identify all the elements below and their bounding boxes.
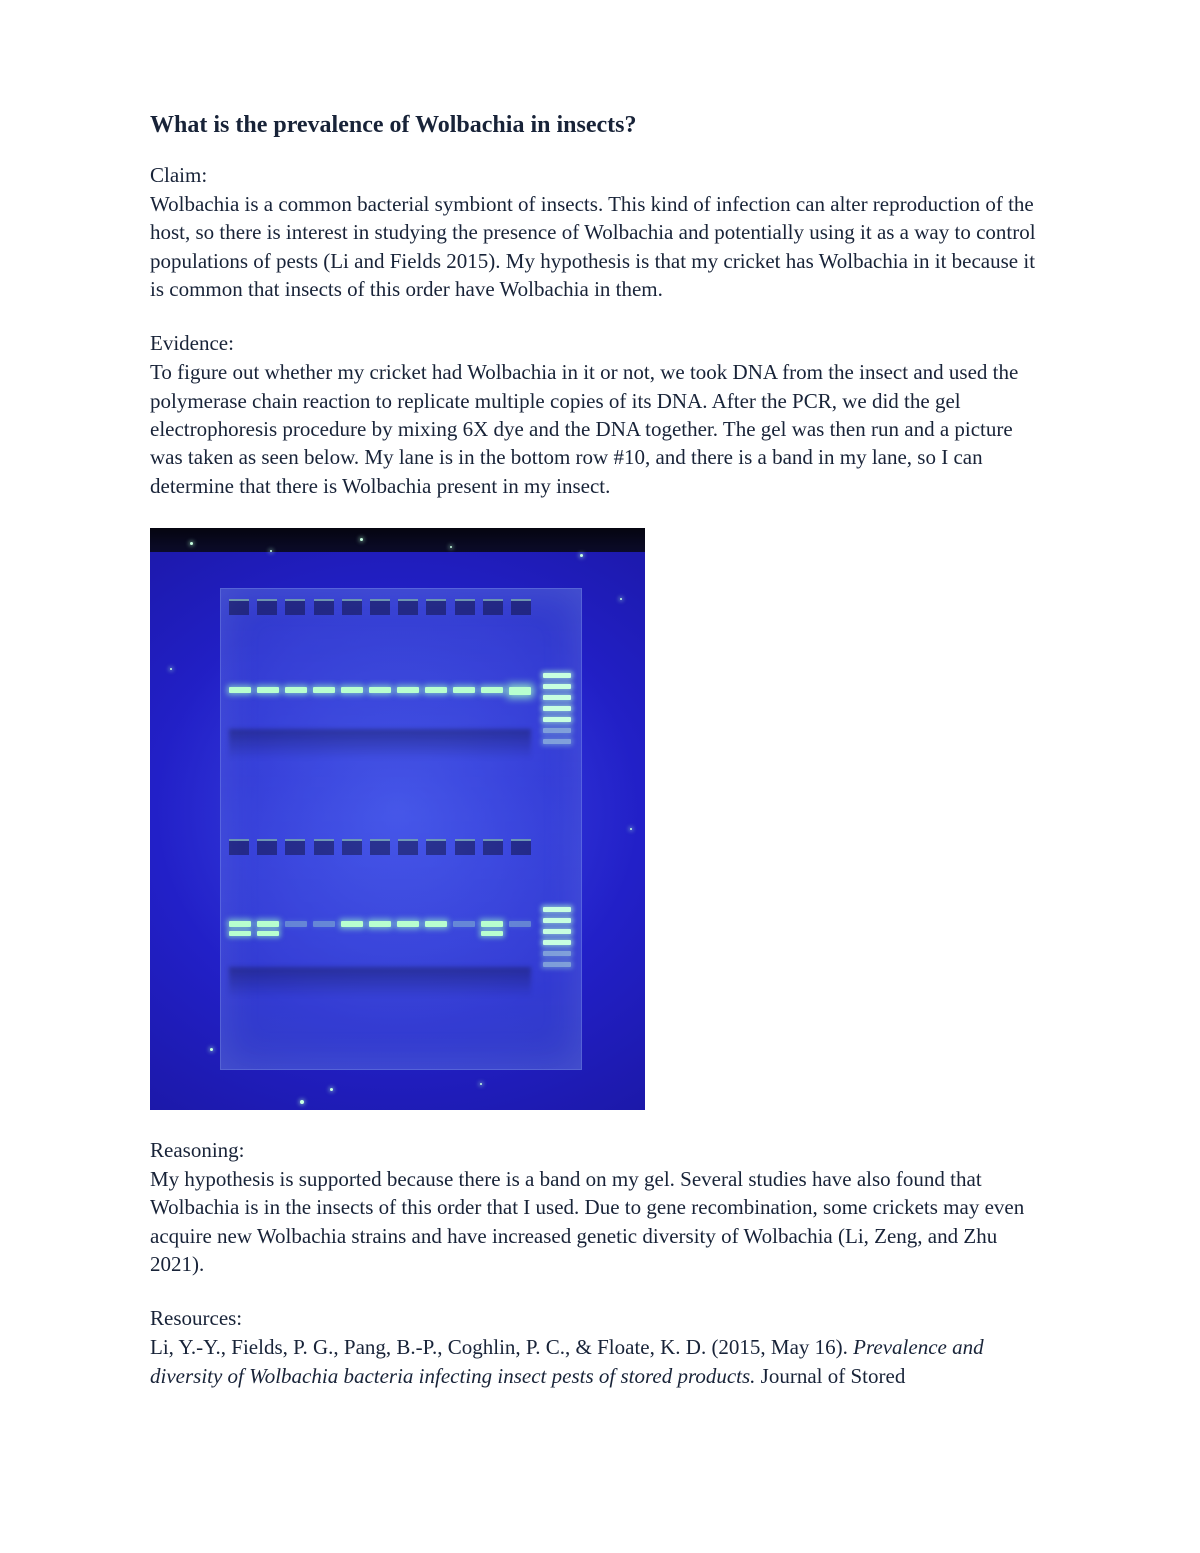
gel-ladder-band xyxy=(543,918,571,923)
gel-band xyxy=(285,687,307,693)
gel-well xyxy=(455,839,475,855)
gel-well xyxy=(314,599,334,615)
gel-band xyxy=(285,921,307,927)
document-page: What is the prevalence of Wolbachia in i… xyxy=(0,0,1200,1553)
resources-ref-1: Li, Y.-Y., Fields, P. G., Pang, B.-P., C… xyxy=(150,1333,1050,1390)
gel-ladder-bottom xyxy=(543,907,571,967)
gel-bands-top xyxy=(229,687,531,695)
gel-well xyxy=(257,599,277,615)
gel-band xyxy=(425,921,447,927)
gel-smear-bottom xyxy=(229,967,531,997)
gel-electrophoresis-image xyxy=(150,528,645,1110)
gel-ladder-band xyxy=(543,706,571,711)
gel-band xyxy=(369,687,391,693)
evidence-label: Evidence: xyxy=(150,331,1050,356)
gel-band xyxy=(257,921,279,927)
gel-ladder-band xyxy=(543,962,571,967)
ref1-authors: Li, Y.-Y., Fields, P. G., Pang, B.-P., C… xyxy=(150,1335,853,1359)
gel-band xyxy=(509,921,531,927)
gel-band xyxy=(229,921,251,927)
gel-ladder-band xyxy=(543,929,571,934)
gel-well xyxy=(511,599,531,615)
gel-band xyxy=(481,687,503,693)
gel-well xyxy=(257,839,277,855)
gel-ladder-band xyxy=(543,907,571,912)
reasoning-label: Reasoning: xyxy=(150,1138,1050,1163)
gel-ladder-band xyxy=(543,673,571,678)
gel-well xyxy=(285,599,305,615)
gel-well xyxy=(483,839,503,855)
evidence-body: To figure out whether my cricket had Wol… xyxy=(150,358,1050,500)
gel-ladder-band xyxy=(543,684,571,689)
gel-band xyxy=(229,687,251,693)
gel-well xyxy=(342,599,362,615)
gel-band xyxy=(453,687,475,693)
gel-well xyxy=(511,839,531,855)
gel-well xyxy=(370,599,390,615)
gel-well xyxy=(426,839,446,855)
page-title: What is the prevalence of Wolbachia in i… xyxy=(150,112,1050,139)
gel-band xyxy=(397,687,419,693)
gel-ladder-band xyxy=(543,717,571,722)
gel-band xyxy=(425,687,447,693)
gel-band xyxy=(453,921,475,927)
gel-well xyxy=(398,839,418,855)
gel-ladder-band xyxy=(543,951,571,956)
gel-band xyxy=(313,921,335,927)
gel-well xyxy=(483,599,503,615)
gel-well xyxy=(426,599,446,615)
gel-ladder-band xyxy=(543,695,571,700)
gel-band xyxy=(369,921,391,927)
gel-band xyxy=(509,687,531,695)
gel-top-edge xyxy=(150,528,645,552)
gel-well xyxy=(229,599,249,615)
gel-band xyxy=(397,921,419,927)
claim-label: Claim: xyxy=(150,163,1050,188)
gel-band xyxy=(341,921,363,927)
gel-wells-top xyxy=(229,599,531,615)
gel-well xyxy=(314,839,334,855)
reasoning-body: My hypothesis is supported because there… xyxy=(150,1165,1050,1278)
gel-well xyxy=(342,839,362,855)
gel-band xyxy=(341,687,363,693)
gel-band xyxy=(257,687,279,693)
claim-body: Wolbachia is a common bacterial symbiont… xyxy=(150,190,1050,303)
gel-ladder-top xyxy=(543,673,571,744)
gel-band xyxy=(481,921,503,927)
gel-band xyxy=(313,687,335,693)
ref1-tail: Journal of Stored xyxy=(755,1364,905,1388)
gel-ladder-band xyxy=(543,739,571,744)
gel-wells-bottom xyxy=(229,839,531,855)
gel-well xyxy=(229,839,249,855)
resources-label: Resources: xyxy=(150,1306,1050,1331)
gel-well xyxy=(285,839,305,855)
gel-ladder-band xyxy=(543,940,571,945)
gel-bands-bottom xyxy=(229,921,531,927)
gel-ladder-band xyxy=(543,728,571,733)
gel-well xyxy=(398,599,418,615)
gel-plate xyxy=(220,588,582,1070)
gel-smear-top xyxy=(229,729,531,759)
gel-well xyxy=(370,839,390,855)
gel-well xyxy=(455,599,475,615)
